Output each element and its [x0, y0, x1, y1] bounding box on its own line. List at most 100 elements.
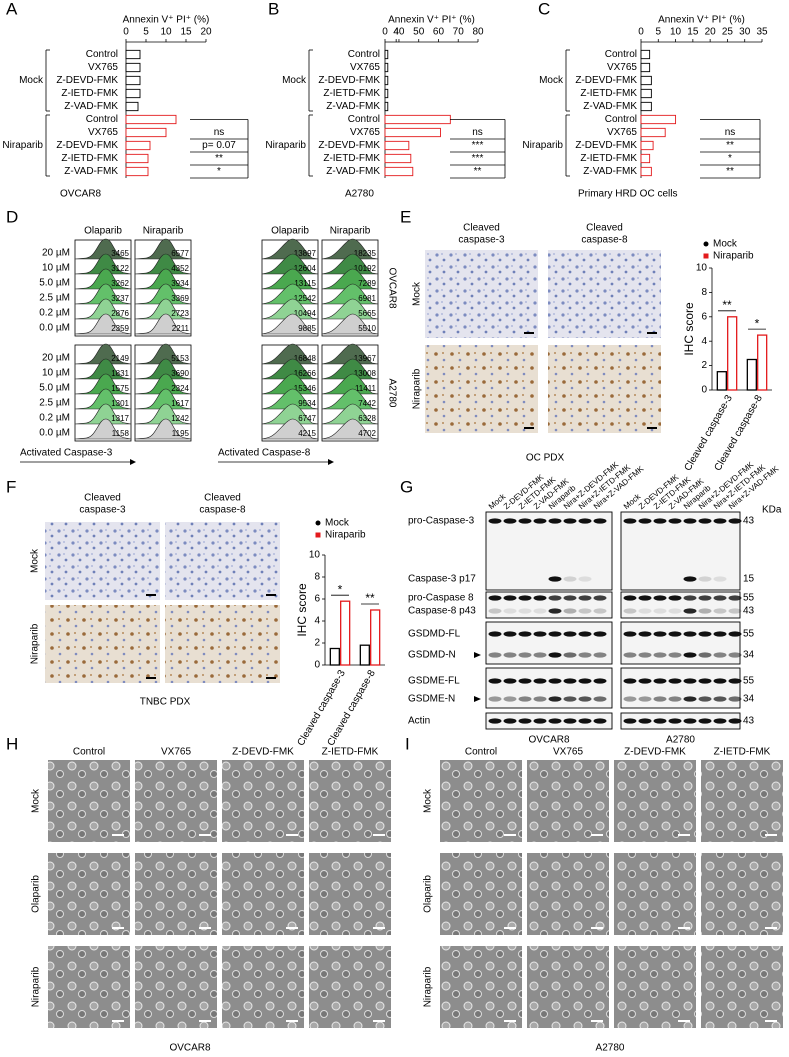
- column-title: Olaparib: [271, 226, 309, 237]
- significance-label: ns: [472, 127, 483, 138]
- row-label: Niraparib: [31, 966, 42, 1007]
- bar: [125, 101, 139, 112]
- blot-band: [488, 718, 502, 724]
- caption: OC PDX: [526, 453, 565, 464]
- micrograph: [309, 760, 391, 842]
- histogram-curve: [134, 388, 192, 410]
- bar: [640, 140, 654, 151]
- group-label: Niraparib: [265, 140, 306, 151]
- bar: [384, 101, 389, 112]
- micrograph: [309, 946, 391, 1028]
- blot-frame: [485, 511, 613, 591]
- blot-band: [623, 595, 637, 601]
- size-marker: 55: [743, 593, 755, 604]
- size-marker: 55: [743, 629, 755, 640]
- x-axis-title: Annexin V⁺ PI⁺ (%): [658, 15, 745, 26]
- blot-band: [623, 652, 637, 658]
- micrograph: [222, 760, 304, 842]
- concentration-label: 2.5 µM: [39, 293, 70, 304]
- category-label: Z-VAD-FMK: [326, 166, 380, 177]
- micrograph: [614, 853, 696, 935]
- mfi-value: 1301: [111, 399, 129, 408]
- histogram-curve: [74, 343, 132, 365]
- y-tick-label: 4: [314, 616, 320, 627]
- y-tick-label: 0: [701, 385, 707, 396]
- mfi-value: 6981: [358, 294, 376, 303]
- blot-band: [548, 518, 562, 524]
- micrograph: [135, 853, 217, 935]
- x-tick-label: 20: [705, 27, 717, 38]
- blot-band: [698, 718, 712, 724]
- blot-band: [518, 595, 532, 601]
- blot-band: [638, 652, 652, 658]
- blot-band: [668, 652, 682, 658]
- micrograph: [135, 946, 217, 1028]
- category-label: Control: [605, 114, 637, 125]
- category-label: Z-DEVD-FMK: [575, 75, 637, 86]
- column-title: Olaparib: [84, 226, 122, 237]
- cell-line-label: A2780: [666, 735, 695, 746]
- bar: [384, 62, 389, 73]
- band-label: GSDME-FL: [408, 676, 460, 687]
- mfi-value: 1617: [171, 399, 189, 408]
- histogram-curve: [134, 298, 192, 320]
- significance-label: *: [728, 153, 732, 164]
- band-arrow: [474, 652, 481, 658]
- blot-band: [698, 576, 712, 582]
- blot-band: [713, 678, 727, 684]
- legend-label: Niraparib: [713, 251, 754, 262]
- significance-label: ***: [472, 140, 484, 151]
- micrograph: [48, 760, 130, 842]
- mfi-value: 5665: [358, 309, 376, 318]
- cell-line-label: OVCAR8: [528, 735, 570, 746]
- blot-band: [728, 631, 742, 637]
- mfi-value: 16266: [294, 369, 317, 378]
- bar: [746, 358, 757, 391]
- micrograph: [222, 946, 304, 1028]
- bar: [384, 75, 389, 86]
- histogram-curve: [261, 313, 319, 335]
- mfi-value: 15346: [294, 384, 317, 393]
- legend-marker: [315, 520, 321, 526]
- category-label: Z-DEVD-FMK: [56, 75, 118, 86]
- blot-band: [563, 718, 577, 724]
- histogram-curve: [74, 388, 132, 410]
- bar: [384, 127, 441, 138]
- ihc-image: [165, 605, 280, 683]
- mfi-value: 3262: [111, 279, 129, 288]
- bar: [727, 316, 738, 391]
- blot-band: [668, 696, 682, 702]
- blot-band: [488, 631, 502, 637]
- blot-band: [713, 595, 727, 601]
- significance-label: **: [726, 166, 734, 177]
- blot-band: [683, 718, 697, 724]
- significance-label: ns: [214, 127, 225, 138]
- micrograph: [48, 853, 130, 935]
- category-label: Z-IETD-FMK: [323, 153, 380, 164]
- x-tick-label: 0: [638, 27, 644, 38]
- blot-band: [623, 718, 637, 724]
- band-label: Caspase-3 p17: [408, 574, 476, 585]
- histogram-curve: [74, 358, 132, 380]
- image-row-label: Niraparib: [412, 368, 423, 409]
- image-row-label: Mock: [30, 548, 41, 573]
- blot-band: [578, 696, 592, 702]
- histogram-curve: [261, 298, 319, 320]
- row-label: Olaparib: [31, 875, 42, 913]
- caption: A2780: [345, 189, 374, 200]
- blot-band: [638, 595, 652, 601]
- panel-letter: E: [400, 207, 411, 226]
- category-label: Z-DEVD-FMK: [56, 140, 118, 151]
- bar: [384, 114, 451, 125]
- blot-frame: [485, 667, 613, 709]
- blot-band: [548, 678, 562, 684]
- blot-band: [623, 518, 637, 524]
- category-label: VX765: [607, 127, 637, 138]
- concentration-label: 5.0 µM: [39, 383, 70, 394]
- micrograph: [527, 760, 609, 842]
- group-label: Niraparib: [522, 140, 563, 151]
- blot-band: [623, 631, 637, 637]
- histogram-curve: [261, 253, 319, 275]
- blot-band: [593, 595, 607, 601]
